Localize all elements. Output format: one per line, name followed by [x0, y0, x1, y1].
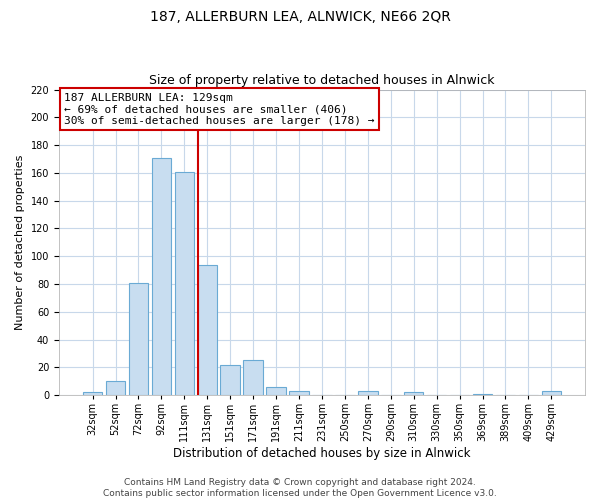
Bar: [244, 360, 263, 395]
Text: 187, ALLERBURN LEA, ALNWICK, NE66 2QR: 187, ALLERBURN LEA, ALNWICK, NE66 2QR: [149, 10, 451, 24]
Title: Size of property relative to detached houses in Alnwick: Size of property relative to detached ho…: [149, 74, 495, 87]
Bar: [220, 364, 240, 395]
Text: Contains HM Land Registry data © Crown copyright and database right 2024.
Contai: Contains HM Land Registry data © Crown c…: [103, 478, 497, 498]
Bar: [175, 172, 194, 395]
Bar: [152, 158, 171, 395]
Bar: [197, 264, 217, 395]
Bar: [289, 391, 309, 395]
Bar: [358, 391, 377, 395]
X-axis label: Distribution of detached houses by size in Alnwick: Distribution of detached houses by size …: [173, 447, 471, 460]
Y-axis label: Number of detached properties: Number of detached properties: [15, 154, 25, 330]
Bar: [542, 391, 561, 395]
Bar: [266, 387, 286, 395]
Bar: [473, 394, 492, 395]
Bar: [128, 282, 148, 395]
Bar: [106, 381, 125, 395]
Bar: [404, 392, 424, 395]
Text: 187 ALLERBURN LEA: 129sqm
← 69% of detached houses are smaller (406)
30% of semi: 187 ALLERBURN LEA: 129sqm ← 69% of detac…: [64, 92, 374, 126]
Bar: [83, 392, 103, 395]
